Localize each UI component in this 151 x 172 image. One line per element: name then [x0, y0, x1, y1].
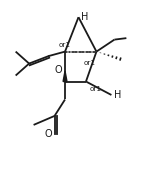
- Text: or1: or1: [58, 42, 70, 48]
- Text: or1: or1: [90, 86, 102, 92]
- Text: H: H: [81, 12, 88, 22]
- Text: H: H: [114, 90, 122, 100]
- Text: O: O: [54, 65, 62, 75]
- Text: O: O: [44, 129, 52, 139]
- Text: or1: or1: [84, 60, 96, 66]
- Polygon shape: [63, 71, 67, 82]
